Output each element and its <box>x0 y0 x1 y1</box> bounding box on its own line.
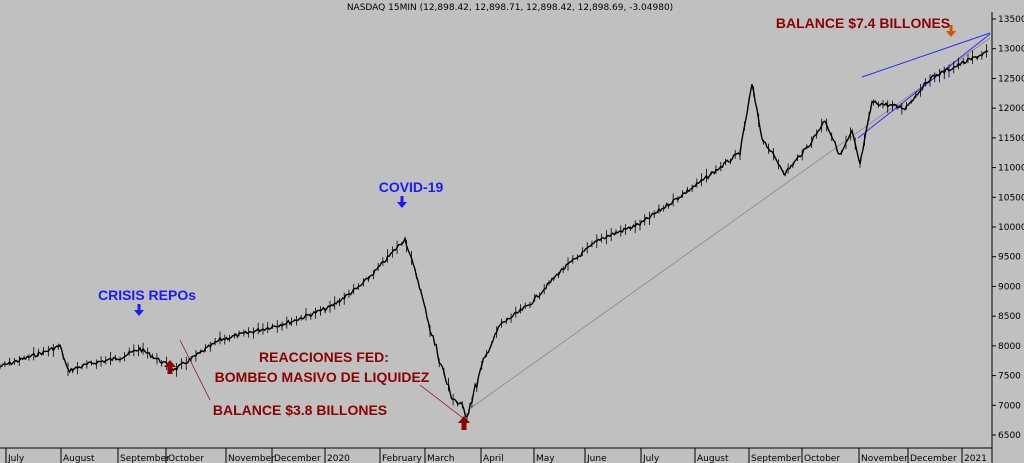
y-tick-label: 10500 <box>998 193 1024 203</box>
x-tick-label: June <box>586 454 607 463</box>
x-tick-label: October <box>804 454 840 463</box>
y-tick-label: 13500 <box>998 15 1024 25</box>
x-tick-label: April <box>483 454 504 463</box>
annotation-balance-7-4: BALANCE $7.4 BILLONES <box>776 15 950 31</box>
y-tick-label: 12000 <box>998 104 1024 114</box>
trendline <box>467 37 991 411</box>
y-tick-label: 8000 <box>998 342 1021 352</box>
x-tick-label: September <box>751 454 801 463</box>
trendline <box>857 33 991 139</box>
y-tick-label: 7500 <box>998 372 1021 382</box>
y-tick-label: 10000 <box>998 223 1024 233</box>
x-tick-label: November <box>228 454 275 463</box>
chart-title: NASDAQ 15MIN (12,898.42, 12,898.71, 12,8… <box>347 3 673 13</box>
arrow-down-crisis-repos <box>134 304 144 316</box>
arrow-down-covid <box>397 196 407 208</box>
price-line <box>0 50 989 418</box>
x-tick-label: March <box>427 454 454 463</box>
arrow-down-balance-7-4 <box>946 25 956 37</box>
leader-line-3-8 <box>179 339 211 401</box>
x-tick-label: July <box>642 454 660 463</box>
x-tick-label: February <box>382 454 423 463</box>
arrow-up-fed <box>458 416 470 430</box>
x-tick-label: 2021 <box>964 454 987 463</box>
y-tick-label: 13000 <box>998 45 1024 55</box>
annotation-balance-3-8: BALANCE $3.8 BILLONES <box>213 402 387 418</box>
y-tick-label: 11000 <box>998 164 1024 174</box>
y-tick-label: 7000 <box>998 401 1021 411</box>
x-tick-label: July <box>7 454 25 463</box>
y-axis: 6500 7000 7500 8000 8500 9000 9500 10000 10500 11… <box>991 12 1024 463</box>
y-tick-label: 6500 <box>998 431 1021 441</box>
y-tick-label: 12500 <box>998 74 1024 84</box>
y-tick-label: 8500 <box>998 312 1021 322</box>
y-tick-label: 11500 <box>998 134 1024 144</box>
arrow-up-balance-3-8 <box>164 360 176 374</box>
annotation-crisis-repos: CRISIS REPOs <box>98 287 196 303</box>
x-tick-label: August <box>697 454 729 463</box>
x-tick-label: 2020 <box>327 454 350 463</box>
annotation-fed-reactions: REACCIONES FED: <box>259 349 389 365</box>
x-tick-label: November <box>861 454 908 463</box>
annotation-covid: COVID-19 <box>379 179 444 195</box>
x-tick-label: August <box>63 454 95 463</box>
x-tick-label: May <box>536 454 555 463</box>
price-series <box>0 44 989 421</box>
x-tick-label: September <box>120 454 170 463</box>
y-tick-label: 9500 <box>998 253 1021 263</box>
x-tick-label: December <box>274 454 321 463</box>
annotation-arrows <box>134 25 956 430</box>
trendline <box>861 32 991 78</box>
trendlines <box>179 32 991 419</box>
x-tick-label: October <box>168 454 204 463</box>
leader-line-fed <box>419 384 464 419</box>
annotation-liquidity: BOMBEO MASIVO DE LIQUIDEZ <box>215 369 430 385</box>
y-tick-label: 9000 <box>998 282 1021 292</box>
x-tick-label: December <box>910 454 957 463</box>
